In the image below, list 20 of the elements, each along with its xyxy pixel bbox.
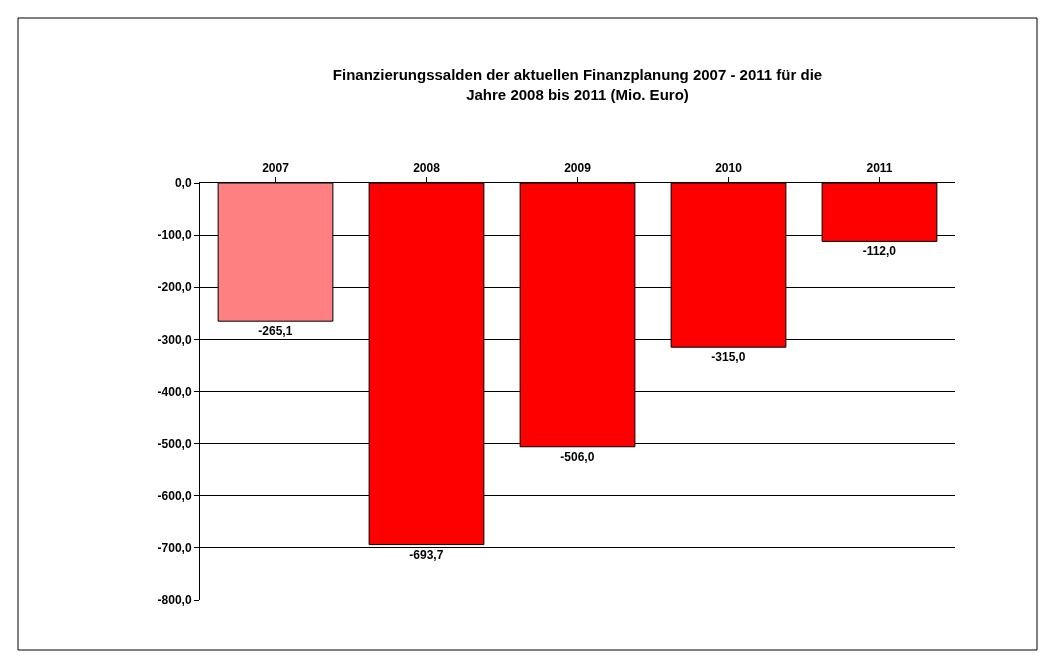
chart-title: Finanzierungssalden der aktuellen Finanzplanung 2007 - 2011 für die Jahre 2008 bis 2011 (Mio. Euro) (332, 66, 823, 103)
y-tick-label: -800,0 (157, 593, 192, 608)
data-label: -265,1 (258, 324, 293, 339)
y-tick-label: -500,0 (157, 436, 192, 451)
data-label: -112,0 (862, 244, 897, 259)
data-label: -315,0 (711, 350, 746, 365)
data-label: -693,7 (409, 547, 444, 562)
x-tick-label: 2011 (866, 161, 893, 176)
y-tick-label: -400,0 (157, 384, 192, 399)
data-label: -506,0 (560, 449, 595, 464)
x-tick-label: 2009 (564, 161, 592, 176)
y-tick-label: -200,0 (157, 280, 192, 295)
y-tick-label: -600,0 (157, 488, 192, 503)
x-tick-label: 2008 (413, 161, 441, 176)
x-tick-label: 2010 (715, 161, 743, 176)
y-tick-label: -100,0 (157, 228, 192, 243)
y-tick-label: -700,0 (157, 541, 192, 556)
y-tick-label: 0,0 (174, 176, 192, 191)
x-tick-label: 2007 (262, 161, 290, 176)
y-tick-label: -300,0 (157, 332, 192, 347)
